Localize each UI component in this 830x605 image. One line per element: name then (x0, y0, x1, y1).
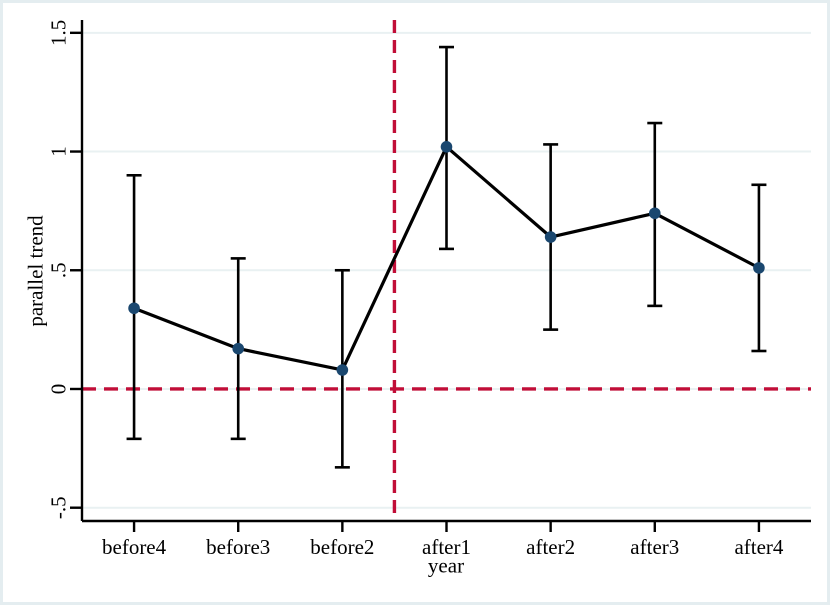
x-tick-label: after2 (526, 535, 575, 559)
y-tick-label: -.5 (46, 496, 70, 519)
x-axis-title: year (427, 553, 465, 578)
x-tick-label: before4 (102, 535, 167, 559)
y-tick-label: 0 (46, 384, 70, 395)
x-tick-label: before2 (310, 535, 374, 559)
parallel-trend-chart: -.5 0 .5 1 1.5 before4 before3 before2 after1 aft… (46, 20, 811, 559)
y-tick-label: 1 (46, 146, 70, 157)
y-tick-label: 1.5 (46, 20, 70, 46)
x-tick-label: after1 (422, 535, 471, 559)
x-tick-label: after4 (734, 535, 783, 559)
x-tick-label: after3 (630, 535, 679, 559)
x-tick-label: before3 (206, 535, 270, 559)
y-tick-label: .5 (46, 262, 70, 278)
y-axis-title: parallel trend (23, 215, 48, 327)
